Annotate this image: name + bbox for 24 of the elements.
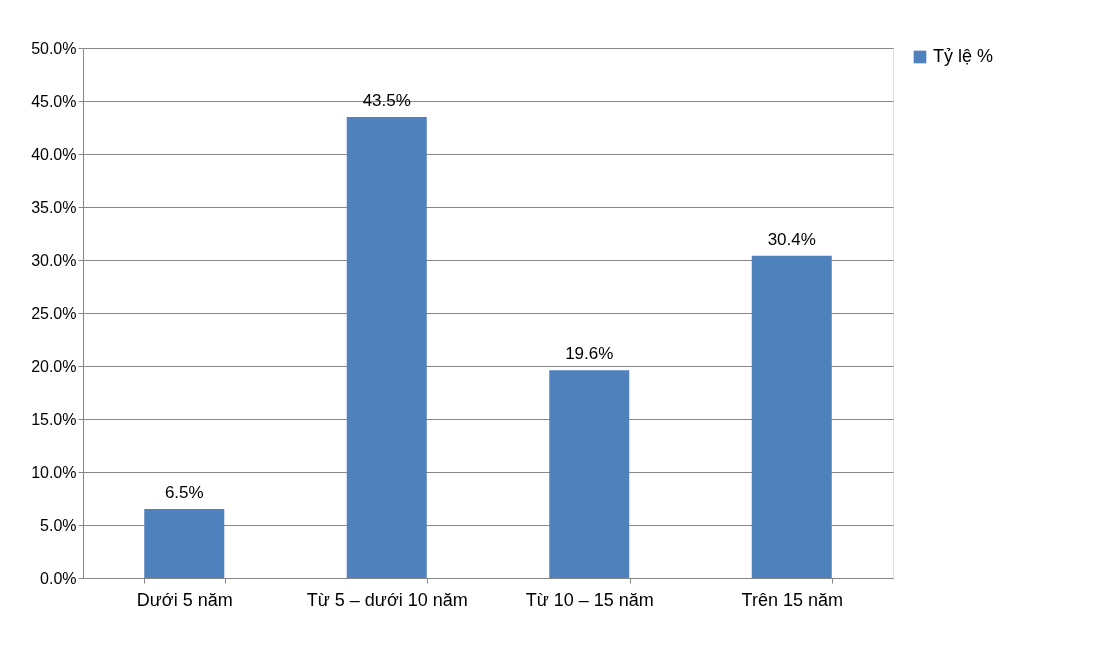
x-tick-label: Trên 15 năm xyxy=(741,589,843,610)
y-tick-label: 10.0% xyxy=(31,463,77,481)
y-tick-label: 20.0% xyxy=(31,357,77,375)
y-tick-label: 50.0% xyxy=(31,39,77,57)
y-tick-label: 30.0% xyxy=(31,251,77,269)
data-label: 43.5% xyxy=(362,90,411,110)
y-tick-label: 35.0% xyxy=(31,198,77,216)
y-tick-label: 0.0% xyxy=(40,569,77,587)
bar xyxy=(144,509,225,578)
y-tick-label: 15.0% xyxy=(31,410,77,428)
x-tick-label: Dưới 5 năm xyxy=(136,589,233,610)
data-label: 19.6% xyxy=(565,344,614,364)
bar xyxy=(751,255,832,578)
data-label: 30.4% xyxy=(767,229,816,249)
y-tick-label: 5.0% xyxy=(40,516,77,534)
legend-label: Tỷ lệ % xyxy=(933,46,994,66)
bar xyxy=(549,370,630,578)
x-tick-label: Từ 10 – 15 năm xyxy=(525,589,654,610)
bar xyxy=(346,116,427,578)
x-tick-label: Từ 5 – dưới 10 năm xyxy=(306,589,468,610)
y-tick-label: 25.0% xyxy=(31,304,77,322)
data-label: 6.5% xyxy=(164,483,204,503)
y-tick-label: 40.0% xyxy=(31,145,77,163)
y-tick-label: 45.0% xyxy=(31,92,77,110)
